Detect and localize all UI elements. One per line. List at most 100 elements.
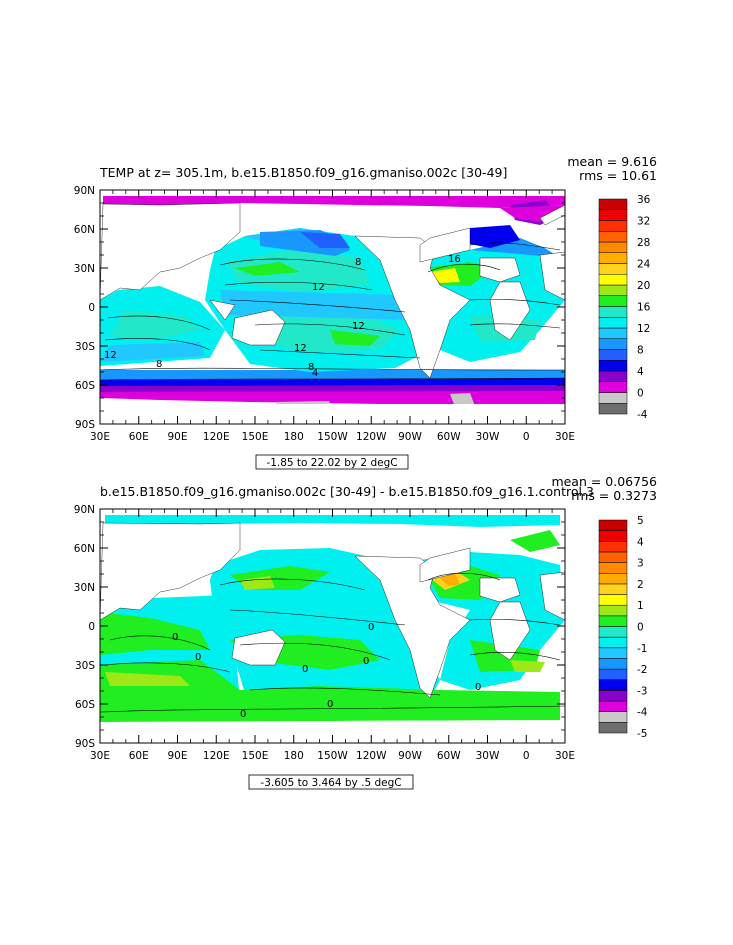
- contour-label: 0: [327, 699, 333, 710]
- colorbar-swatch: [598, 679, 628, 691]
- y-tick-label: 90S: [75, 419, 95, 431]
- y-tick-label: 0: [88, 302, 95, 314]
- colorbar-label: 8: [637, 345, 644, 357]
- colorbar-label: 0: [637, 388, 644, 400]
- y-tick-label: 0: [88, 621, 95, 633]
- colorbar-swatch: [598, 252, 628, 264]
- contour-label: 0: [195, 652, 201, 663]
- y-tick-label: 60S: [75, 380, 95, 392]
- axis-group: 30E 60E 90E 120E 150E 180 150W 120W 90W 60W 30W 0 30…: [74, 504, 575, 762]
- contour-label: 0: [240, 709, 246, 720]
- colorbar-swatch: [598, 615, 628, 627]
- colorbar-swatch: [598, 317, 628, 329]
- temperature-panel: TEMP at z= 305.1m, b.e15.B1850.f09_g16.g…: [74, 154, 657, 470]
- colorbar-label: -3: [637, 685, 647, 697]
- x-tick-label: 90E: [168, 750, 188, 762]
- colorbar-swatch: [598, 541, 628, 553]
- rms-label: rms = 10.61: [579, 168, 657, 183]
- colorbar-swatch: [598, 668, 628, 680]
- x-tick-label: 30W: [476, 431, 500, 443]
- x-tick-label: 120W: [356, 431, 387, 443]
- contour-info: -3.605 to 3.464 by .5 degC: [260, 777, 401, 789]
- x-tick-label: 120E: [203, 750, 230, 762]
- rms-label: rms = 0.3273: [571, 488, 657, 503]
- colorbar-swatch: [598, 722, 628, 734]
- colorbar-label: 24: [637, 259, 651, 271]
- colorbar-swatch: [598, 583, 628, 595]
- colorbar-swatch: [598, 381, 628, 393]
- mean-label: mean = 9.616: [567, 154, 657, 169]
- y-tick-label: 60S: [75, 699, 95, 711]
- colorbar-swatch: [598, 690, 628, 702]
- colorbar-label: -4: [637, 707, 648, 719]
- x-tick-label: 150E: [242, 750, 269, 762]
- map-field: [100, 190, 565, 424]
- colorbar-label: 20: [637, 280, 650, 292]
- contour-label: 8: [355, 257, 361, 268]
- y-tick-label: 30S: [75, 341, 95, 353]
- colorbar-label: 3: [637, 558, 644, 570]
- x-tick-label: 30E: [90, 750, 110, 762]
- colorbar-label: 5: [637, 515, 644, 527]
- mean-label: mean = 0.06756: [551, 474, 657, 489]
- contour-label: 4: [312, 368, 318, 379]
- contour-lines: [100, 242, 565, 381]
- colorbar-swatch: [598, 519, 628, 531]
- x-tick-label: 90W: [398, 750, 422, 762]
- colorbar-swatch: [598, 295, 628, 307]
- colorbar-label: -4: [637, 409, 648, 421]
- x-tick-label: 150W: [317, 750, 348, 762]
- x-tick-label: 0: [523, 750, 530, 762]
- contour-lines: [100, 572, 565, 713]
- x-tick-label: 90E: [168, 431, 188, 443]
- contour-label: 0: [368, 622, 374, 633]
- contour-label: 12: [104, 350, 117, 361]
- contour-label: 0: [302, 664, 308, 675]
- y-tick-label: 30S: [75, 660, 95, 672]
- contour-label-group: 8 12 16 12 12 12 8 8 4: [104, 254, 461, 379]
- contour-label: 0: [172, 632, 178, 643]
- colorbar-label: 16: [637, 302, 651, 314]
- colorbar-swatch: [598, 220, 628, 232]
- y-tick-label: 90N: [74, 185, 95, 197]
- contour-label: 0: [475, 682, 481, 693]
- contour-label: 12: [312, 282, 325, 293]
- colorbar-swatch: [598, 241, 628, 253]
- panel-title: b.e15.B1850.f09_g16.gmaniso.002c [30-49]…: [100, 484, 594, 499]
- colorbar-swatch: [598, 306, 628, 318]
- x-tick-label: 180: [284, 750, 304, 762]
- difference-panel: b.e15.B1850.f09_g16.gmaniso.002c [30-49]…: [74, 474, 657, 790]
- colorbar-swatch: [598, 263, 628, 275]
- colorbar: 5 4 3 2 1 0 -1 -2 -3 -4 -5: [598, 515, 648, 740]
- x-tick-label: 60E: [129, 750, 149, 762]
- x-tick-label: 150E: [242, 431, 269, 443]
- colorbar-label: 1: [637, 600, 644, 612]
- colorbar-label: 12: [637, 323, 650, 335]
- colorbar-label: 32: [637, 216, 650, 228]
- colorbar-swatch: [598, 647, 628, 659]
- x-tick-label: 120W: [356, 750, 387, 762]
- contour-label: 12: [352, 321, 365, 332]
- colorbar-swatch: [598, 626, 628, 638]
- x-tick-label: 30E: [555, 750, 575, 762]
- x-tick-label: 90W: [398, 431, 422, 443]
- colorbar-label: -1: [637, 643, 647, 655]
- colorbar-label: -5: [637, 728, 647, 740]
- colorbar-swatch: [598, 700, 628, 712]
- colorbar-swatch: [598, 604, 628, 617]
- colorbar: 36 32 28 24 20 16 12 8 4 0 -4: [598, 194, 651, 421]
- colorbar-swatch: [598, 573, 628, 585]
- contour-label: 8: [156, 359, 162, 370]
- colorbar-swatch: [598, 636, 628, 649]
- colorbar-label: 28: [637, 237, 650, 249]
- y-tick-label: 60N: [74, 543, 95, 555]
- y-tick-label: 90S: [75, 738, 95, 750]
- x-tick-label: 150W: [317, 431, 348, 443]
- colorbar-swatch: [598, 711, 628, 723]
- colorbar-label: 4: [637, 366, 644, 378]
- x-tick-label: 180: [284, 431, 304, 443]
- panel-title: TEMP at z= 305.1m, b.e15.B1850.f09_g16.g…: [99, 165, 507, 180]
- contour-label: 8: [308, 362, 314, 373]
- x-tick-label: 30E: [90, 431, 110, 443]
